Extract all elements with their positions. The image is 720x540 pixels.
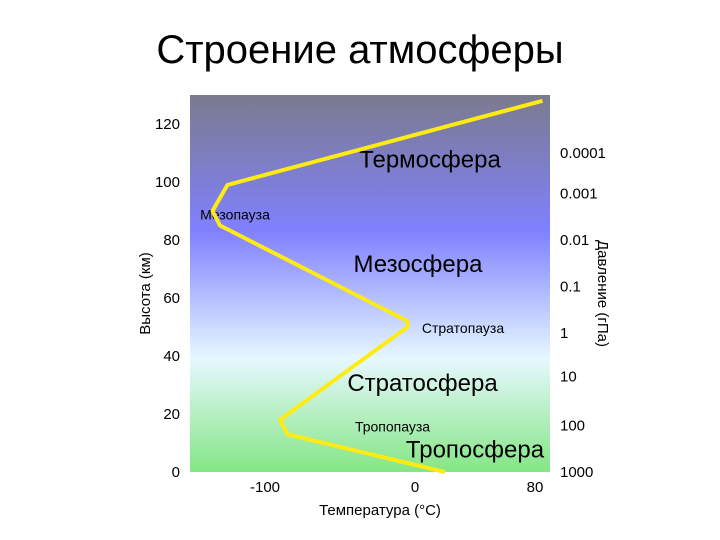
pressure-tick-label: 100 (560, 418, 585, 435)
layer-label: Тропопауза (355, 418, 430, 434)
y-tick-label: 120 (155, 116, 180, 133)
slide-title: Строение атмосферы (156, 28, 564, 72)
y-tick-label: 60 (163, 290, 180, 307)
pressure-axis-label: Давление (гПа) (594, 240, 611, 347)
y-tick-label: 20 (163, 406, 180, 423)
layer-label: Стратосфера (347, 370, 498, 397)
y-axis-label: Высота (км) (137, 252, 154, 335)
layer-label: Термосфера (359, 147, 501, 174)
y-tick-label: 0 (172, 464, 180, 481)
layer-label: Мезопауза (200, 207, 270, 223)
y-tick-label: 80 (163, 232, 180, 249)
pressure-tick-label: 1000 (560, 464, 593, 481)
x-tick-label: 80 (527, 479, 544, 496)
pressure-tick-label: 1 (560, 325, 568, 342)
temperature-profile-line (210, 98, 544, 474)
layer-label: Тропосфера (406, 437, 545, 464)
y-tick-label: 40 (163, 348, 180, 365)
layer-label: Стратопауза (422, 320, 504, 336)
x-axis-label: Температура (°C) (319, 502, 441, 519)
layer-label: Мезосфера (354, 251, 484, 278)
plot-background (190, 95, 550, 472)
y-tick-label: 100 (155, 174, 180, 191)
pressure-tick-label: 0.01 (560, 232, 589, 249)
x-tick-label: -100 (250, 479, 280, 496)
pressure-tick-label: 10 (560, 368, 577, 385)
x-tick-label: 0 (411, 479, 419, 496)
pressure-tick-label: 0.001 (560, 186, 598, 203)
pressure-tick-label: 0.1 (560, 278, 581, 295)
pressure-tick-label: 0.0001 (560, 145, 606, 162)
